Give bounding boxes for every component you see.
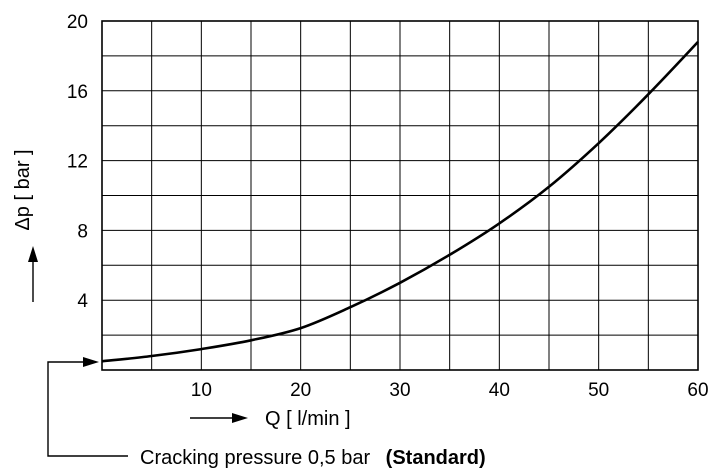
annotation-main: Cracking pressure 0,5 bar: [140, 447, 370, 468]
y-axis-arrow-head: [28, 246, 38, 262]
x-tick-label: 30: [389, 380, 410, 401]
grid: [102, 21, 698, 370]
y-tick-label: 20: [67, 12, 88, 33]
y-tick-label: 4: [77, 291, 88, 312]
series-line: [101, 41, 699, 363]
x-tick-label: 10: [191, 380, 212, 401]
y-tick-label: 8: [77, 221, 88, 242]
annotation-leader-line: [47, 361, 128, 457]
x-tick-label: 20: [290, 380, 311, 401]
annotation-text: Cracking pressure 0,5 bar (Standard): [140, 447, 486, 468]
annotation-arrow-head: [83, 357, 99, 367]
y-tick-label: 12: [67, 152, 88, 173]
x-tick-label: 60: [687, 380, 708, 401]
x-tick-label: 40: [489, 380, 510, 401]
y-axis-label: Δp [ bar ]: [12, 149, 34, 230]
x-tick-label: 50: [588, 380, 609, 401]
y-tick-label: 16: [67, 82, 88, 103]
plot-frame: [101, 20, 699, 371]
tick-labels: 10 20 30 40 50 60 4 8 12 16 20: [67, 12, 709, 401]
annotation-emphasis: (Standard): [386, 447, 486, 468]
x-axis-arrow-head: [232, 413, 248, 423]
x-axis-label: Q [ l/min ]: [265, 408, 351, 430]
